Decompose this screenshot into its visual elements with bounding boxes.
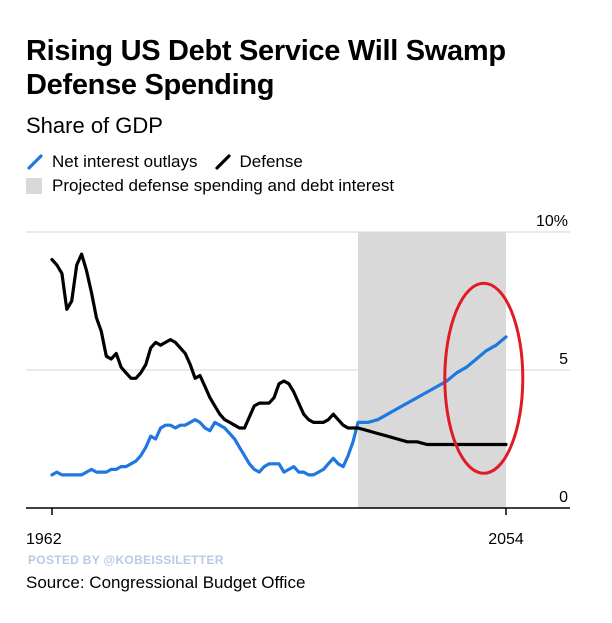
legend-item-interest: Net interest outlays <box>26 152 198 172</box>
chart-title: Rising US Debt Service Will Swamp Defens… <box>26 35 506 101</box>
black-line-icon <box>214 154 231 170</box>
interest-series-line <box>50 335 508 477</box>
legend-label-interest: Net interest outlays <box>52 152 198 171</box>
x-tick-label-1962: 1962 <box>26 531 62 548</box>
watermark: POSTED BY @KOBEISSILETTER <box>28 553 224 567</box>
source-note: Source: Congressional Budget Office <box>26 573 306 592</box>
defense-series-line <box>50 252 508 447</box>
legend-item-defense: Defense <box>214 152 303 172</box>
legend: Net interest outlays Defense Projected d… <box>26 150 394 198</box>
blue-line-icon <box>27 154 43 170</box>
gray-box-icon <box>26 178 42 194</box>
chart-subtitle: Share of GDP <box>26 113 163 138</box>
x-tick-label-2054: 2054 <box>488 531 524 548</box>
y-tick-label-10: 10% <box>536 213 568 230</box>
highlight-ellipse <box>443 281 525 475</box>
legend-row-band: Projected defense spending and debt inte… <box>26 174 394 198</box>
y-tick-label-5: 5 <box>559 351 568 368</box>
legend-label-defense: Defense <box>239 152 303 171</box>
legend-label-projected: Projected defense spending and debt inte… <box>52 176 395 195</box>
y-tick-label-0: 0 <box>559 489 568 506</box>
legend-row-lines: Net interest outlays Defense <box>26 150 394 174</box>
